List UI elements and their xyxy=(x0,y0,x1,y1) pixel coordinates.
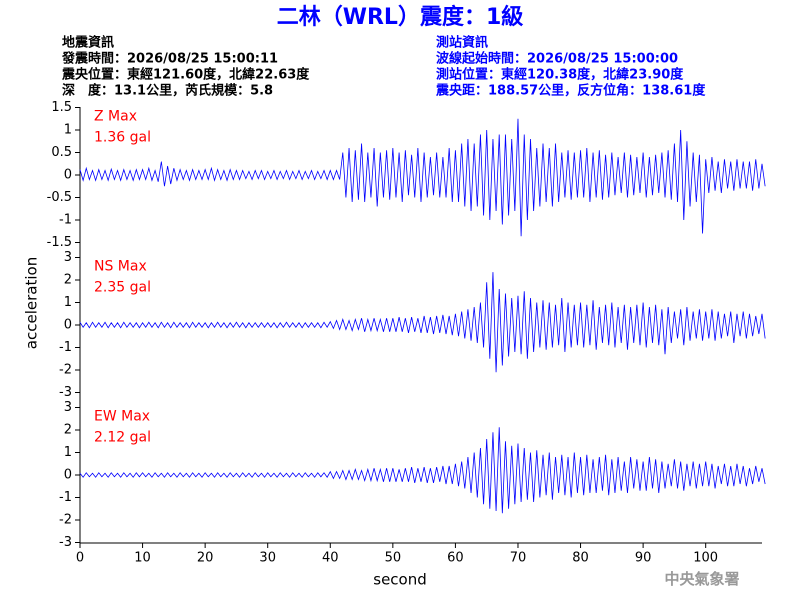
info-left: 深 度：13.1公里，芮氏規模：5.8 xyxy=(62,83,273,99)
y-tick-label: -1 xyxy=(59,490,72,505)
y-tick-label: -3 xyxy=(59,535,72,550)
y-tick-label: -1 xyxy=(59,213,72,228)
x-tick-label: 30 xyxy=(259,551,276,566)
x-tick-label: 80 xyxy=(572,551,589,566)
info-right: 測站資訊 xyxy=(436,35,488,51)
y-axis-label: acceleration xyxy=(23,257,41,349)
x-tick-label: 0 xyxy=(76,551,84,566)
info-right: 震央距：188.57公里，反方位角：138.61度 xyxy=(435,83,706,99)
peak-label: 2.12 gal xyxy=(94,430,151,446)
y-tick-label: -1.5 xyxy=(47,235,72,250)
y-tick-label: 0 xyxy=(64,318,72,333)
y-tick-label: 1 xyxy=(64,295,72,310)
component-label: Z Max xyxy=(94,109,137,125)
x-tick-label: 10 xyxy=(134,551,151,566)
y-tick-label: 2 xyxy=(64,273,72,288)
info-right: 波線起始時間：2026/08/25 15:00:00 xyxy=(436,51,678,67)
y-tick-label: 0.5 xyxy=(51,145,72,160)
x-tick-label: 90 xyxy=(635,551,652,566)
info-left: 地震資訊 xyxy=(62,35,114,51)
y-tick-label: -2 xyxy=(59,513,72,528)
y-tick-label: 1.5 xyxy=(51,100,72,115)
x-tick-label: 40 xyxy=(322,551,339,566)
trace xyxy=(79,118,766,237)
y-tick-label: 1 xyxy=(64,445,72,460)
x-axis-label: second xyxy=(373,571,427,589)
x-tick-label: 70 xyxy=(510,551,527,566)
trace xyxy=(79,272,766,373)
x-tick-label: 100 xyxy=(693,551,718,566)
x-tick-label: 20 xyxy=(197,551,214,566)
y-tick-label: -3 xyxy=(59,385,72,400)
y-tick-label: 1 xyxy=(64,123,72,138)
peak-label: 1.36 gal xyxy=(94,130,151,146)
info-left: 發震時間：2026/08/25 15:00:11 xyxy=(61,51,278,67)
x-tick-label: 60 xyxy=(447,551,464,566)
info-left: 震央位置：東經121.60度，北緯22.63度 xyxy=(61,67,310,83)
component-label: EW Max xyxy=(94,409,150,425)
y-tick-label: 0 xyxy=(64,468,72,483)
y-tick-label: 2 xyxy=(64,423,72,438)
title: 二林（WRL）震度：1級 xyxy=(277,4,524,30)
y-tick-label: -2 xyxy=(59,363,72,378)
info-right: 測站位置：東經120.38度，北緯23.90度 xyxy=(436,67,684,83)
footer: 中央氣象署 xyxy=(664,570,739,588)
y-tick-label: -0.5 xyxy=(47,190,72,205)
peak-label: 2.35 gal xyxy=(94,280,151,296)
component-label: NS Max xyxy=(94,259,147,275)
trace xyxy=(79,427,766,514)
y-tick-label: 3 xyxy=(64,250,72,265)
y-tick-label: 0 xyxy=(64,168,72,183)
y-tick-label: 3 xyxy=(64,400,72,415)
x-tick-label: 50 xyxy=(385,551,402,566)
y-tick-label: -1 xyxy=(59,340,72,355)
